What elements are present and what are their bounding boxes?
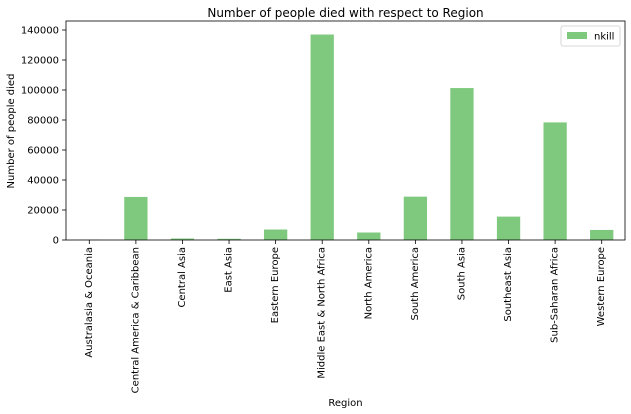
- y-tick-label: 20000: [27, 206, 59, 217]
- x-tick-label: South Asia: [456, 247, 467, 300]
- plot-frame: [65, 20, 626, 241]
- x-tick-label: Central America & Caribbean: [130, 247, 141, 393]
- x-tick-label: Southeast Asia: [503, 247, 514, 322]
- y-tick-label: 0: [53, 236, 59, 247]
- y-axis-ticks: 0 20000 40000 60000 80000 100000 120000 140000: [21, 26, 66, 247]
- x-tick-label: Eastern Europe: [270, 247, 281, 323]
- y-tick-label: 140000: [21, 26, 59, 37]
- x-tick-label: Western Europe: [596, 247, 607, 326]
- y-tick-label: 40000: [27, 176, 59, 187]
- bar: [450, 88, 474, 240]
- x-tick-label: East Asia: [224, 247, 235, 293]
- bar: [263, 229, 288, 240]
- x-tick-label: South America: [410, 247, 421, 321]
- y-axis-label: Number of people died: [6, 74, 17, 189]
- legend-swatch: [567, 32, 587, 39]
- bar: [357, 232, 381, 240]
- bar: [124, 196, 148, 240]
- x-tick-label: Central Asia: [177, 247, 188, 308]
- legend: nkill: [560, 25, 621, 47]
- legend-label: nkill: [594, 32, 614, 43]
- legend-box: [560, 25, 621, 47]
- bar: [310, 34, 334, 240]
- bar: [403, 196, 428, 240]
- bar: [217, 238, 241, 240]
- bar: [496, 216, 521, 240]
- y-tick-label: 100000: [21, 86, 59, 97]
- y-tick-label: 120000: [21, 56, 59, 67]
- chart-title: Number of people died with respect to Re…: [207, 6, 483, 20]
- x-tick-label: North America: [363, 247, 374, 319]
- bar: [590, 229, 614, 240]
- x-axis-label: Region: [328, 398, 362, 409]
- bar: [170, 238, 195, 240]
- x-tick-label: Middle East & North Africa: [317, 247, 328, 379]
- x-axis-ticks: Australasia & Oceania Central America & C…: [84, 240, 607, 393]
- x-tick-label: Sub-Saharan Africa: [550, 247, 561, 343]
- y-tick-label: 80000: [27, 116, 59, 127]
- bar: [543, 122, 567, 240]
- y-tick-label: 60000: [27, 146, 59, 157]
- x-tick-label: Australasia & Oceania: [84, 247, 95, 358]
- bars-group: [77, 34, 614, 240]
